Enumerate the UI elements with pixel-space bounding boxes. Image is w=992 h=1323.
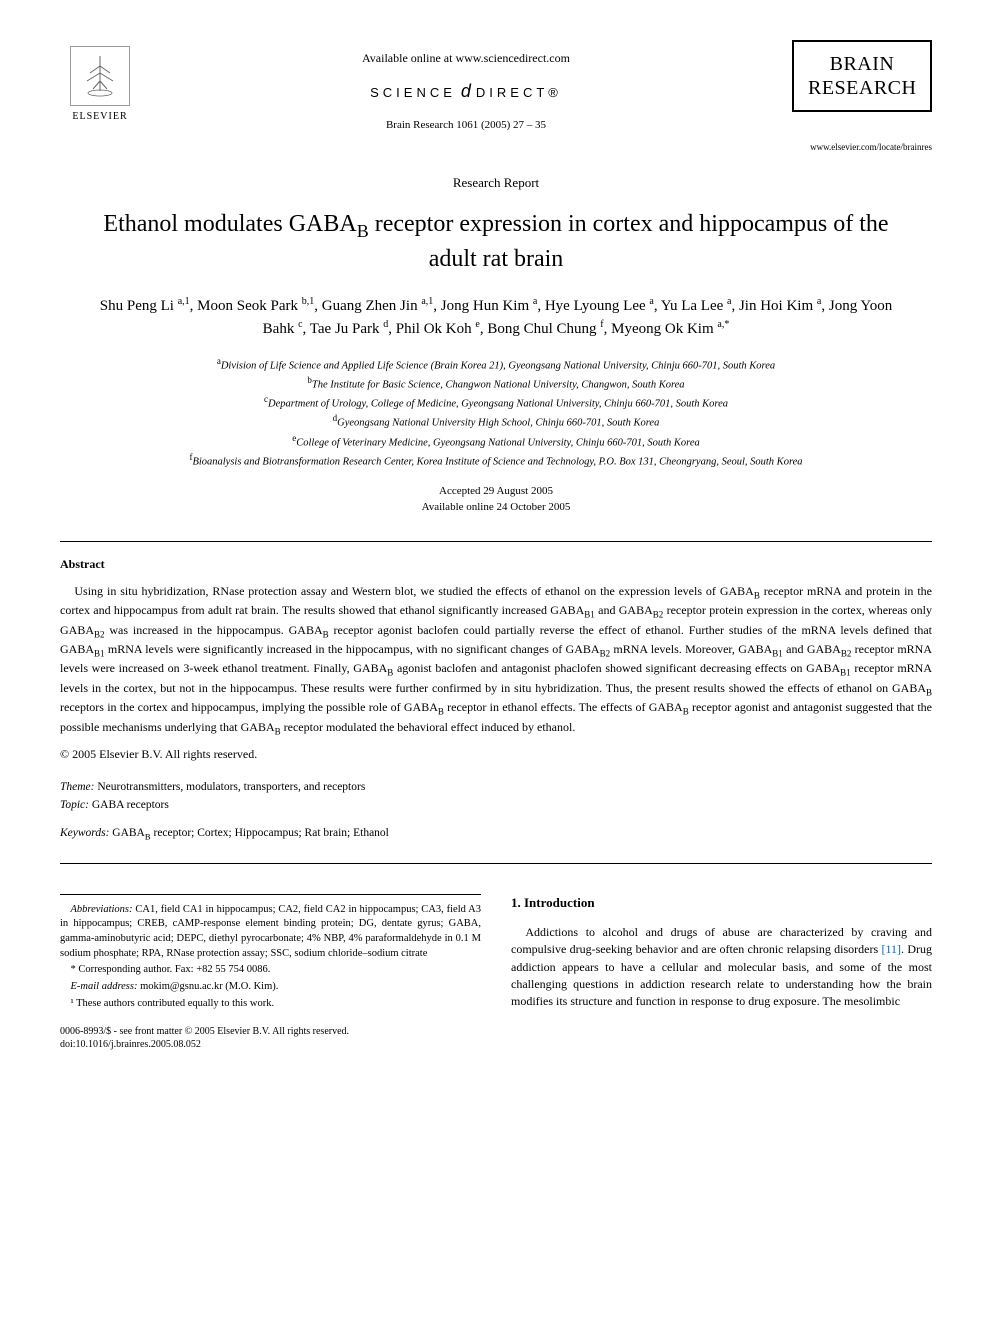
affiliation-e: eCollege of Veterinary Medicine, Gyeongs… <box>60 432 932 451</box>
abstract-text: Using in situ hybridization, RNase prote… <box>60 583 932 739</box>
sd-left: SCIENCE <box>370 85 456 100</box>
sd-at-icon: d <box>456 81 476 101</box>
article-title: Ethanol modulates GABAB receptor express… <box>60 208 932 275</box>
authors: Shu Peng Li a,1, Moon Seok Park b,1, Gua… <box>60 294 932 341</box>
elsevier-tree-icon <box>70 46 130 106</box>
equal-contribution: ¹ These authors contributed equally to t… <box>60 997 481 1012</box>
keywords-label: Keywords: <box>60 827 109 839</box>
journal-title-box: BRAIN RESEARCH <box>792 40 932 112</box>
front-matter: 0006-8993/$ - see front matter © 2005 El… <box>60 1025 481 1038</box>
intro-text: Addictions to alcohol and drugs of abuse… <box>511 924 932 1011</box>
divider-bottom <box>60 863 932 864</box>
left-column: Abbreviations: CA1, field CA1 in hippoca… <box>60 894 481 1052</box>
sd-right: DIRECT® <box>476 85 562 100</box>
abbreviations: Abbreviations: CA1, field CA1 in hippoca… <box>60 903 481 962</box>
topic-label: Topic: <box>60 799 89 811</box>
header-center: Available online at www.sciencedirect.co… <box>140 40 792 133</box>
email-label: E-mail address: <box>71 981 138 992</box>
affiliation-c: cDepartment of Urology, College of Medic… <box>60 393 932 412</box>
accepted-date: Accepted 29 August 2005 <box>60 484 932 499</box>
publisher-name: ELSEVIER <box>72 110 127 124</box>
affiliation-f: fBioanalysis and Biotransformation Resea… <box>60 451 932 470</box>
theme-value: Neurotransmitters, modulators, transport… <box>97 781 365 793</box>
journal-title-line1: BRAIN <box>808 52 916 76</box>
available-online-text: Available online at www.sciencedirect.co… <box>140 50 792 67</box>
two-column-region: Abbreviations: CA1, field CA1 in hippoca… <box>60 894 932 1052</box>
affiliation-d: dGyeongsang National University High Sch… <box>60 412 932 431</box>
email-line: E-mail address: mokim@gsnu.ac.kr (M.O. K… <box>60 980 481 995</box>
topic-line: Topic: GABA receptors <box>60 797 932 813</box>
journal-box-wrapper: BRAIN RESEARCH <box>792 40 932 112</box>
doi-block: 0006-8993/$ - see front matter © 2005 El… <box>60 1025 481 1051</box>
abstract-copyright: © 2005 Elsevier B.V. All rights reserved… <box>60 746 932 763</box>
doi: doi:10.1016/j.brainres.2005.08.052 <box>60 1038 481 1051</box>
email-value: mokim@gsnu.ac.kr (M.O. Kim). <box>140 981 278 992</box>
journal-url: www.elsevier.com/locate/brainres <box>60 141 932 154</box>
keywords-value: GABAB receptor; Cortex; Hippocampus; Rat… <box>112 827 389 839</box>
page-header: ELSEVIER Available online at www.science… <box>60 40 932 133</box>
corresponding-author: * Corresponding author. Fax: +82 55 754 … <box>60 963 481 978</box>
report-type: Research Report <box>60 174 932 192</box>
journal-title-line2: RESEARCH <box>808 76 916 100</box>
science-direct-logo: SCIENCE d DIRECT® <box>140 79 792 104</box>
keywords-line: Keywords: GABAB receptor; Cortex; Hippoc… <box>60 825 932 842</box>
abbrev-label: Abbreviations: <box>71 904 133 915</box>
intro-heading: 1. Introduction <box>511 894 932 912</box>
journal-reference: Brain Research 1061 (2005) 27 – 35 <box>140 118 792 133</box>
affiliation-b: bThe Institute for Basic Science, Changw… <box>60 374 932 393</box>
article-dates: Accepted 29 August 2005 Available online… <box>60 484 932 515</box>
divider-top <box>60 541 932 542</box>
publisher-logo: ELSEVIER <box>60 40 140 130</box>
abstract-heading: Abstract <box>60 556 932 573</box>
theme-label: Theme: <box>60 781 95 793</box>
footnotes: Abbreviations: CA1, field CA1 in hippoca… <box>60 894 481 1012</box>
available-online-date: Available online 24 October 2005 <box>60 500 932 515</box>
affiliation-a: aDivision of Life Science and Applied Li… <box>60 355 932 374</box>
theme-line: Theme: Neurotransmitters, modulators, tr… <box>60 779 932 795</box>
affiliations: aDivision of Life Science and Applied Li… <box>60 355 932 471</box>
topic-value: GABA receptors <box>92 799 169 811</box>
right-column: 1. Introduction Addictions to alcohol an… <box>511 894 932 1052</box>
